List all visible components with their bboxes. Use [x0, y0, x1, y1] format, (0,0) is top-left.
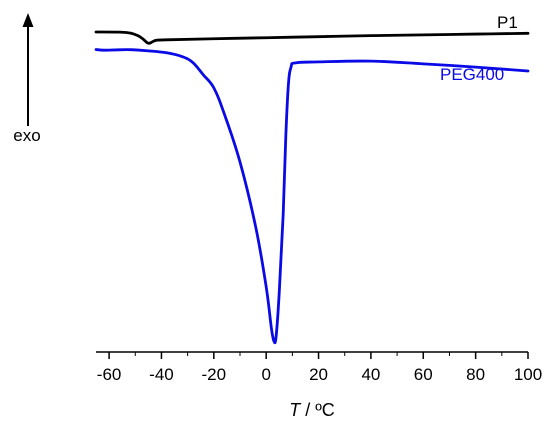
- x-tick-label: 0: [261, 365, 270, 384]
- x-tick-label: -20: [202, 365, 227, 384]
- x-axis-ticks: -60 -40 -20 0 20 40 60 80 100: [97, 352, 542, 384]
- x-tick-label: 80: [466, 365, 485, 384]
- exo-arrow-head: [22, 13, 34, 27]
- x-tick-label: 40: [361, 365, 380, 384]
- series-line-peg400: [94, 48, 530, 345]
- series-group: [94, 30, 530, 345]
- x-tick-label: 100: [514, 365, 542, 384]
- x-axis-title: T / ºC: [289, 400, 335, 420]
- series-label-peg400: PEG400: [440, 65, 504, 84]
- x-axis-title-unit: / ºC: [300, 400, 335, 420]
- x-axis-title-italic: T: [289, 400, 302, 420]
- series-line-p1: [94, 30, 530, 45]
- x-tick-label: 20: [309, 365, 328, 384]
- x-tick-label: -60: [97, 365, 122, 384]
- x-tick-label: -40: [149, 365, 174, 384]
- x-tick-label: 60: [414, 365, 433, 384]
- series-label-p1: P1: [497, 13, 518, 32]
- y-axis-label: exo: [13, 126, 40, 145]
